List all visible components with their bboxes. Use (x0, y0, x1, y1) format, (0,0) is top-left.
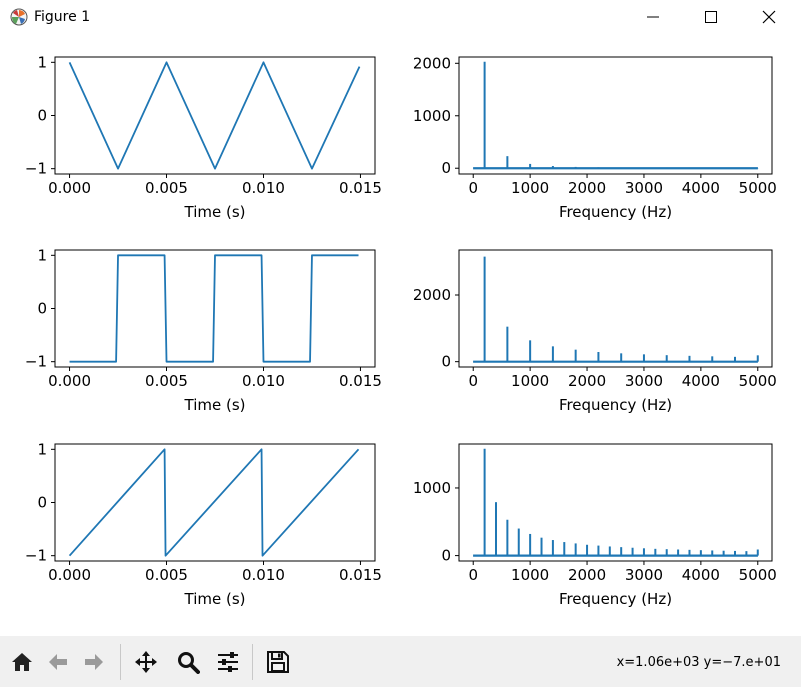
back-icon (49, 654, 67, 670)
x-tick-label: 4000 (682, 566, 720, 584)
subplot-4: 0 1000 2000 3000 4000 5000 0 2000 Frequency (Hz) (413, 249, 777, 414)
configure-subplots-button[interactable] (212, 646, 244, 678)
save-button[interactable] (262, 646, 294, 678)
x-tick-label: 4000 (682, 372, 720, 390)
x-tick-label: 0.015 (339, 372, 382, 390)
subplot-3: 0.000 0.005 0.010 0.015 −1 0 1 Time (s) (25, 246, 382, 414)
x-tick-label: 1000 (511, 566, 549, 584)
x-axis-label: Frequency (Hz) (559, 203, 672, 221)
x-tick-label: 0.015 (339, 179, 382, 197)
x-tick-label: 5000 (739, 566, 777, 584)
x-tick-label: 0.015 (339, 566, 382, 584)
y-tick-label: −1 (25, 353, 47, 371)
axes-frame (458, 249, 773, 368)
axes-frame (458, 443, 773, 562)
x-tick-label: 5000 (739, 179, 777, 197)
toolbar-separator (120, 644, 121, 680)
window-title: Figure 1 (34, 9, 91, 25)
series-line (68, 448, 360, 557)
forward-icon (85, 654, 103, 670)
home-icon (12, 653, 32, 671)
x-tick-label: 2000 (568, 179, 606, 197)
cursor-coordinates: x=1.06e+03 y=−7.e+01 (616, 655, 781, 670)
x-tick-label: 3000 (625, 179, 663, 197)
subplot-6: 0 1000 2000 3000 4000 5000 0 1000 Frequency (Hz) (413, 443, 777, 608)
y-tick-label: −1 (25, 160, 47, 178)
x-tick-label: 0.005 (145, 179, 188, 197)
x-axis-label: Time (s) (184, 590, 246, 608)
x-tick-label: 2000 (568, 566, 606, 584)
x-tick-label: 0 (468, 372, 478, 390)
x-tick-label: 0.000 (48, 566, 91, 584)
x-tick-label: 0.000 (48, 179, 91, 197)
y-tick-label: 1 (37, 246, 47, 264)
maximize-icon (705, 11, 717, 23)
pan-button[interactable] (130, 646, 162, 678)
y-tick-label: 1000 (413, 479, 451, 497)
zoom-icon (178, 652, 200, 674)
x-tick-label: 3000 (625, 372, 663, 390)
forward-button[interactable] (78, 646, 110, 678)
minimize-button[interactable] (630, 0, 676, 34)
y-tick-label: −1 (25, 547, 47, 565)
subplot-5: 0.000 0.005 0.010 0.015 −1 0 1 Time (s) (25, 440, 382, 608)
title-bar: Figure 1 (0, 0, 801, 36)
figure-canvas[interactable]: 0.000 0.005 0.010 0.015 −1 0 1 Time (s) 0 1000 200… (0, 36, 801, 636)
close-icon (762, 10, 776, 24)
x-tick-label: 0.005 (145, 372, 188, 390)
x-tick-label: 0.000 (48, 372, 91, 390)
x-axis-label: Time (s) (184, 203, 246, 221)
x-tick-label: 5000 (739, 372, 777, 390)
y-tick-label: 0 (441, 159, 451, 177)
x-tick-label: 0.010 (242, 179, 285, 197)
home-button[interactable] (6, 646, 38, 678)
configure-subplots-icon (218, 652, 238, 672)
y-tick-label: 1000 (413, 107, 451, 125)
subplot-1: 0.000 0.005 0.010 0.015 −1 0 1 Time (s) (25, 53, 382, 221)
y-tick-label: 1 (37, 53, 47, 71)
x-tick-label: 1000 (511, 179, 549, 197)
subplot-2: 0 1000 2000 3000 4000 5000 0 1000 2000 Frequency … (413, 54, 777, 221)
pan-icon (135, 651, 157, 673)
axes-frame (54, 443, 376, 562)
close-button[interactable] (746, 0, 792, 34)
minimize-icon (647, 16, 659, 18)
x-axis-label: Frequency (Hz) (559, 396, 672, 414)
x-tick-label: 4000 (682, 179, 720, 197)
toolbar-separator (252, 644, 253, 680)
x-axis-label: Frequency (Hz) (559, 590, 672, 608)
x-tick-label: 3000 (625, 566, 663, 584)
x-tick-label: 0.010 (242, 372, 285, 390)
x-axis-label: Time (s) (184, 396, 246, 414)
back-button[interactable] (42, 646, 74, 678)
x-tick-label: 0 (468, 566, 478, 584)
navigation-toolbar: x=1.06e+03 y=−7.e+01 (0, 636, 801, 687)
x-tick-label: 0.010 (242, 566, 285, 584)
y-tick-label: 2000 (413, 286, 451, 304)
save-icon (267, 651, 289, 673)
matplotlib-logo-icon (10, 8, 28, 26)
x-tick-label: 2000 (568, 372, 606, 390)
x-tick-label: 1000 (511, 372, 549, 390)
y-tick-label: 2000 (413, 54, 451, 72)
zoom-button[interactable] (172, 646, 204, 678)
y-tick-label: 0 (37, 494, 47, 512)
y-tick-label: 1 (37, 440, 47, 458)
maximize-button[interactable] (688, 0, 734, 34)
series-line (69, 254, 359, 363)
axes-frame (458, 56, 773, 175)
y-tick-label: 0 (441, 547, 451, 565)
x-tick-label: 0 (468, 179, 478, 197)
series-line (68, 61, 361, 170)
y-tick-label: 0 (441, 353, 451, 371)
y-tick-label: 0 (37, 300, 47, 318)
y-tick-label: 0 (37, 107, 47, 125)
x-tick-label: 0.005 (145, 566, 188, 584)
axes-frame (54, 56, 376, 175)
